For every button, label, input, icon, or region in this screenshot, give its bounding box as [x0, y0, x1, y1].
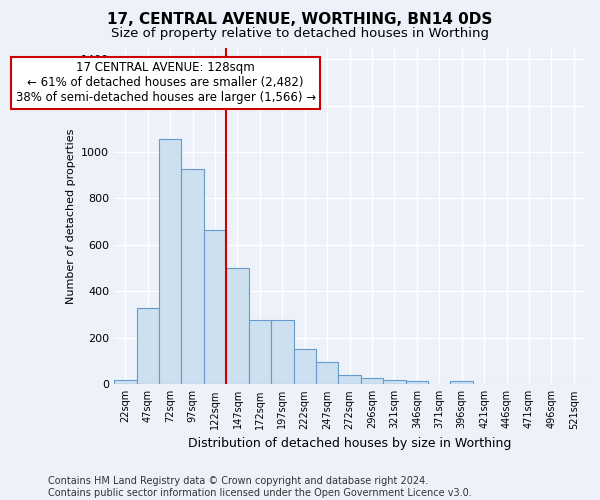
Bar — [293, 350, 316, 384]
Bar — [159, 140, 181, 384]
Bar — [383, 380, 406, 384]
Bar — [271, 320, 293, 384]
Bar — [316, 362, 338, 384]
Y-axis label: Number of detached properties: Number of detached properties — [65, 128, 76, 304]
Text: 17, CENTRAL AVENUE, WORTHING, BN14 0DS: 17, CENTRAL AVENUE, WORTHING, BN14 0DS — [107, 12, 493, 28]
Bar — [181, 170, 204, 384]
Bar — [226, 268, 248, 384]
Bar — [451, 381, 473, 384]
Text: 17 CENTRAL AVENUE: 128sqm
← 61% of detached houses are smaller (2,482)
38% of se: 17 CENTRAL AVENUE: 128sqm ← 61% of detac… — [16, 62, 316, 104]
Text: Size of property relative to detached houses in Worthing: Size of property relative to detached ho… — [111, 28, 489, 40]
Bar — [114, 380, 137, 384]
Bar — [248, 320, 271, 384]
Bar — [361, 378, 383, 384]
Bar — [406, 381, 428, 384]
Bar — [137, 308, 159, 384]
Bar — [338, 375, 361, 384]
X-axis label: Distribution of detached houses by size in Worthing: Distribution of detached houses by size … — [188, 437, 511, 450]
Bar — [204, 230, 226, 384]
Text: Contains HM Land Registry data © Crown copyright and database right 2024.
Contai: Contains HM Land Registry data © Crown c… — [48, 476, 472, 498]
